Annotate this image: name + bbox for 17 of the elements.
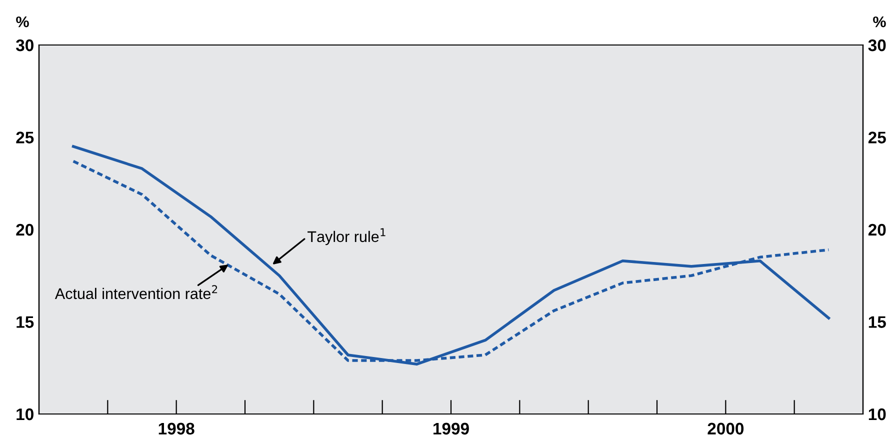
- annotation: Taylor rule$^{1}$: [308, 228, 386, 246]
- y-tick-label: 30: [16, 39, 34, 52]
- x-tick-label: 1998: [158, 422, 194, 435]
- y-tick-label: 25: [16, 132, 34, 144]
- y-axis-title: %: [16, 16, 29, 28]
- y2-tick-label: 30: [868, 39, 886, 52]
- y-tick-label: 20: [16, 224, 34, 236]
- y2-tick-label: 25: [868, 132, 886, 144]
- y2-axis-title: %: [873, 16, 886, 28]
- y-tick-label: 15: [16, 316, 34, 328]
- annotation: Actual intervention rate$^{2}$: [54, 285, 218, 300]
- y-tick-label: 10: [16, 408, 34, 420]
- x-tick-label: 2000: [708, 422, 744, 435]
- y2-tick-label: 20: [868, 224, 886, 236]
- y2-tick-label: 10: [868, 408, 886, 420]
- y2-tick-label: 15: [868, 316, 886, 328]
- x-tick-label: 1999: [434, 422, 469, 435]
